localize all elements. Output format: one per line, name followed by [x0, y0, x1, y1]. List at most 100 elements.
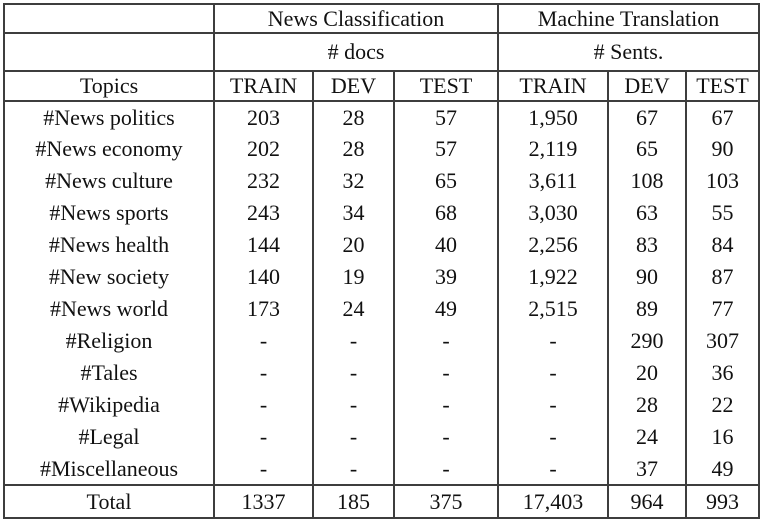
cell-value: -: [497, 357, 609, 389]
topic-label: #Religion: [3, 325, 215, 357]
topic-label: #New society: [3, 261, 215, 293]
cell-value: 49: [684, 453, 761, 485]
topic-label: #News culture: [3, 165, 215, 197]
cell-value: 36: [684, 357, 761, 389]
cell-value: 63: [607, 197, 687, 229]
table-row: #News health 144 20 40 2,256 83 84: [3, 229, 761, 261]
cell-value: 202: [213, 133, 314, 165]
cell-value: 140: [213, 261, 314, 293]
col-header-mt-train: TRAIN: [497, 71, 609, 102]
cell-value: 65: [393, 165, 499, 197]
cell-value: 65: [607, 133, 687, 165]
topic-label: #Miscellaneous: [3, 453, 215, 485]
cell-value: 173: [213, 293, 314, 325]
cell-value: -: [213, 357, 314, 389]
subheader-docs: # docs: [213, 33, 499, 72]
cell-value: 20: [312, 229, 395, 261]
topic-label: #Legal: [3, 421, 215, 453]
cell-value: 108: [607, 165, 687, 197]
total-value: 1337: [213, 484, 314, 518]
col-header-mt-dev: DEV: [607, 71, 687, 102]
cell-value: 2,119: [497, 133, 609, 165]
cell-value: 28: [312, 101, 395, 133]
cell-value: 55: [684, 197, 761, 229]
cell-value: 22: [684, 389, 761, 421]
cell-value: 3,611: [497, 165, 609, 197]
group-header-machine-translation: Machine Translation: [496, 4, 761, 34]
empty-corner-cell-middle: [3, 33, 215, 72]
table-row: #News economy 202 28 57 2,119 65 90: [3, 133, 761, 165]
cell-value: -: [312, 421, 395, 453]
table-row: #New society 140 19 39 1,922 90 87: [3, 261, 761, 293]
cell-value: -: [213, 389, 314, 421]
topic-label: #News economy: [3, 133, 215, 165]
cell-value: -: [497, 453, 609, 485]
cell-value: -: [497, 421, 609, 453]
cell-value: 67: [607, 101, 687, 133]
cell-value: 37: [607, 453, 687, 485]
cell-value: 1,950: [497, 101, 609, 133]
group-header-news-classification: News Classification: [213, 4, 499, 34]
cell-value: 32: [312, 165, 395, 197]
cell-value: 307: [684, 325, 761, 357]
total-value: 993: [684, 484, 761, 518]
cell-value: 232: [213, 165, 314, 197]
cell-value: 67: [684, 101, 761, 133]
group-header-row: News Classification Machine Translation: [3, 4, 761, 34]
total-value: 17,403: [497, 484, 609, 518]
cell-value: 49: [393, 293, 499, 325]
total-value: 375: [393, 484, 499, 518]
cell-value: 144: [213, 229, 314, 261]
cell-value: 57: [393, 133, 499, 165]
table-row: #News world 173 24 49 2,515 89 77: [3, 293, 761, 325]
total-row: Total 1337 185 375 17,403 964 993: [3, 484, 761, 518]
subheader-sents: # Sents.: [496, 33, 761, 72]
cell-value: -: [213, 453, 314, 485]
cell-value: -: [213, 421, 314, 453]
topics-column-header: Topics: [3, 71, 215, 102]
cell-value: 90: [607, 261, 687, 293]
cell-value: -: [393, 389, 499, 421]
cell-value: -: [312, 357, 395, 389]
table-row: #Legal - - - - 24 16: [3, 421, 761, 453]
cell-value: 19: [312, 261, 395, 293]
cell-value: -: [312, 453, 395, 485]
table-row: #Miscellaneous - - - - 37 49: [3, 453, 761, 485]
col-header-nc-dev: DEV: [312, 71, 395, 102]
cell-value: -: [393, 421, 499, 453]
cell-value: -: [393, 357, 499, 389]
cell-value: 24: [312, 293, 395, 325]
cell-value: 84: [684, 229, 761, 261]
cell-value: 83: [607, 229, 687, 261]
cell-value: 2,256: [497, 229, 609, 261]
empty-corner-cell-top: [3, 4, 215, 34]
cell-value: 16: [684, 421, 761, 453]
cell-value: 39: [393, 261, 499, 293]
table-row: #Wikipedia - - - - 28 22: [3, 389, 761, 421]
cell-value: 34: [312, 197, 395, 229]
cell-value: 3,030: [497, 197, 609, 229]
cell-value: -: [393, 325, 499, 357]
cell-value: 290: [607, 325, 687, 357]
col-header-mt-test: TEST: [684, 71, 761, 102]
dataset-statistics-table: News Classification Machine Translation …: [3, 3, 761, 519]
total-label: Total: [3, 484, 215, 518]
cell-value: 68: [393, 197, 499, 229]
cell-value: 103: [684, 165, 761, 197]
cell-value: 2,515: [497, 293, 609, 325]
topic-label: #News world: [3, 293, 215, 325]
cell-value: 24: [607, 421, 687, 453]
cell-value: -: [497, 325, 609, 357]
topic-label: #News sports: [3, 197, 215, 229]
cell-value: 40: [393, 229, 499, 261]
cell-value: 77: [684, 293, 761, 325]
cell-value: 20: [607, 357, 687, 389]
topic-label: #News health: [3, 229, 215, 261]
cell-value: 1,922: [497, 261, 609, 293]
total-value: 185: [312, 484, 395, 518]
table-row: #News politics 203 28 57 1,950 67 67: [3, 101, 761, 133]
cell-value: 90: [684, 133, 761, 165]
cell-value: -: [213, 325, 314, 357]
topic-label: #Wikipedia: [3, 389, 215, 421]
topic-label: #News politics: [3, 101, 215, 133]
